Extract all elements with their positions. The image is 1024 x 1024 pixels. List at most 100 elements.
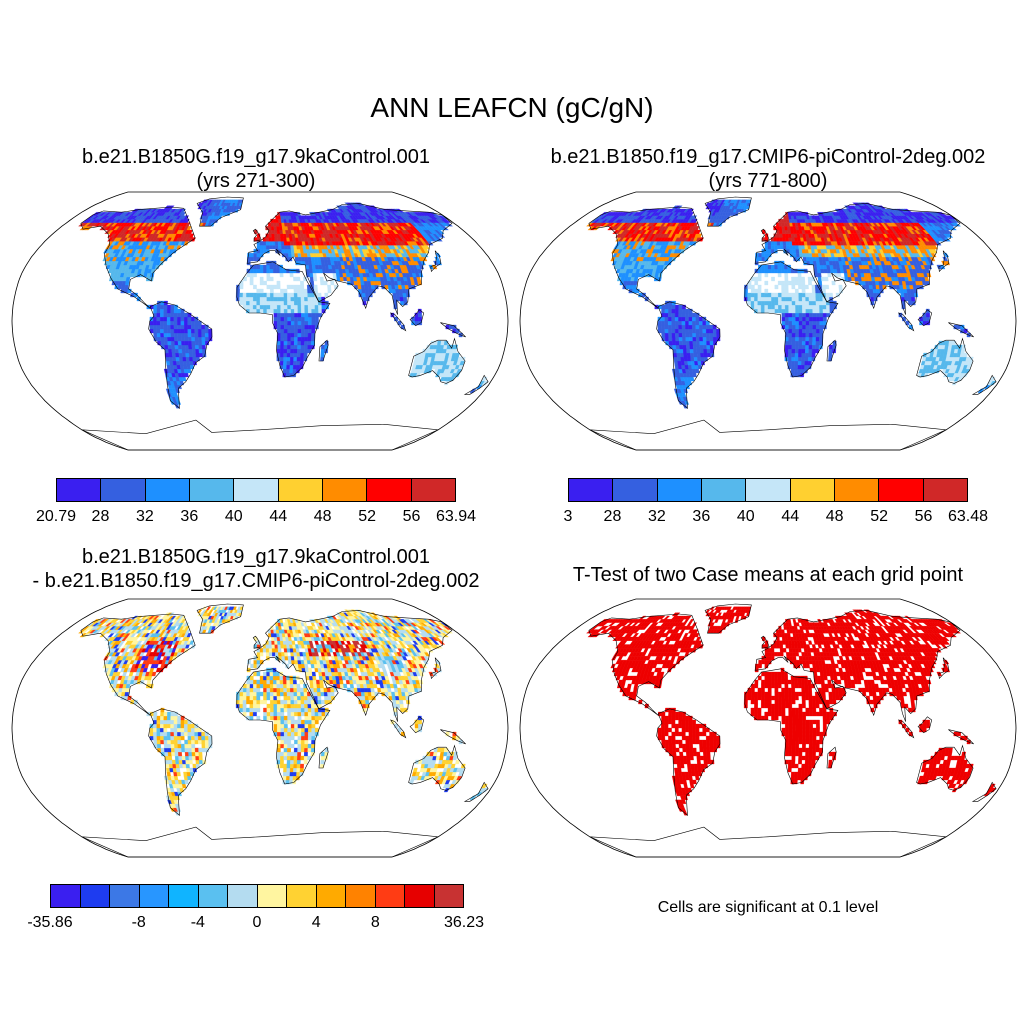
grid-cell — [287, 320, 292, 326]
grid-cell — [153, 328, 158, 334]
grid-cell — [287, 308, 292, 314]
grid-cell — [868, 280, 873, 286]
grid-cell — [273, 316, 278, 322]
grid-cell — [259, 264, 264, 270]
grid-cell — [395, 292, 400, 298]
grid-cell — [287, 248, 292, 254]
grid-cell — [296, 284, 301, 290]
grid-cell — [318, 308, 323, 314]
grid-cell — [675, 304, 680, 310]
grid-cell — [300, 332, 305, 338]
grid-cell — [297, 312, 302, 318]
grid-cell — [156, 312, 161, 318]
grid-cell — [283, 304, 288, 310]
grid-cell — [815, 332, 820, 338]
grid-cell — [671, 312, 676, 318]
grid-cell — [280, 292, 285, 298]
grid-cell — [761, 252, 766, 258]
grid-cell — [180, 336, 185, 342]
grid-cell — [293, 348, 298, 354]
grid-cell — [767, 292, 772, 298]
grid-cell — [194, 328, 199, 334]
grid-cell — [184, 312, 188, 318]
grid-cell — [163, 308, 168, 314]
grid-cell — [785, 241, 790, 246]
grid-cell — [290, 296, 295, 302]
grid-cell — [293, 352, 298, 358]
grid-cell — [671, 328, 676, 334]
grid-cell — [764, 264, 769, 270]
grid-cell — [798, 328, 803, 334]
grid-cell — [801, 288, 806, 294]
grid-cell — [256, 292, 261, 298]
grid-cell — [177, 316, 181, 322]
grid-cell — [312, 272, 317, 278]
grid-cell — [201, 328, 206, 334]
grid-cell — [784, 340, 789, 346]
grid-cell — [747, 300, 752, 306]
grid-cell — [777, 268, 782, 274]
grid-cell — [664, 328, 669, 334]
grid-cell — [192, 352, 197, 358]
grid-cell — [452, 324, 457, 330]
grid-cell — [781, 304, 786, 310]
grid-cell — [783, 245, 787, 250]
grid-cell — [771, 304, 776, 310]
grid-cell — [167, 344, 172, 350]
grid-cell — [757, 296, 762, 302]
grid-cell — [678, 304, 683, 310]
colorbar-tick-label: 40 — [224, 508, 243, 525]
grid-cell — [440, 340, 445, 346]
grid-cell — [153, 316, 157, 322]
grid-cell — [317, 292, 322, 298]
grid-cell — [697, 356, 702, 362]
grid-cell — [869, 292, 874, 298]
grid-cell — [273, 284, 278, 290]
grid-cell — [781, 296, 786, 302]
grid-cell — [798, 348, 803, 354]
grid-cell — [311, 304, 316, 310]
grid-cell — [661, 324, 665, 330]
grid-cell — [178, 344, 183, 350]
grid-cell — [785, 308, 789, 314]
grid-cell — [153, 324, 157, 330]
grid-cell — [764, 248, 769, 254]
grid-cell — [300, 280, 304, 286]
grid-cell — [681, 332, 686, 338]
grid-cell — [798, 324, 803, 330]
grid-cell — [757, 284, 762, 290]
grid-cell — [808, 340, 813, 346]
grid-cell — [178, 348, 183, 354]
grid-cell — [283, 288, 288, 294]
grid-cell — [699, 324, 703, 330]
grid-cell — [170, 336, 175, 342]
grid-cell — [801, 276, 806, 282]
grid-cell — [188, 344, 193, 350]
grid-cell — [194, 332, 199, 338]
grid-cell — [750, 296, 755, 302]
grid-cell — [805, 320, 810, 326]
grid-cell — [256, 308, 261, 314]
grid-cell — [353, 280, 358, 286]
grid-cell — [664, 304, 669, 310]
grid-cell — [172, 356, 177, 362]
grid-cell — [286, 348, 291, 354]
grid-cell — [664, 324, 669, 330]
grid-cell — [300, 352, 305, 358]
grid-cell — [252, 304, 257, 310]
panel1-title-line2: (yrs 271-300) — [196, 170, 316, 192]
grid-cell — [304, 292, 308, 298]
grid-cell — [153, 320, 157, 326]
grid-cell — [835, 292, 840, 298]
grid-cell — [204, 336, 209, 342]
grid-cell — [290, 328, 295, 334]
grid-cell — [688, 324, 693, 330]
grid-cell — [804, 356, 809, 362]
grid-cell — [838, 284, 843, 290]
grid-cell — [163, 324, 168, 330]
grid-cell — [798, 304, 803, 310]
grid-cell — [181, 344, 186, 350]
grid-cell — [774, 304, 779, 310]
grid-cell — [681, 328, 686, 334]
grid-cell — [797, 268, 802, 274]
